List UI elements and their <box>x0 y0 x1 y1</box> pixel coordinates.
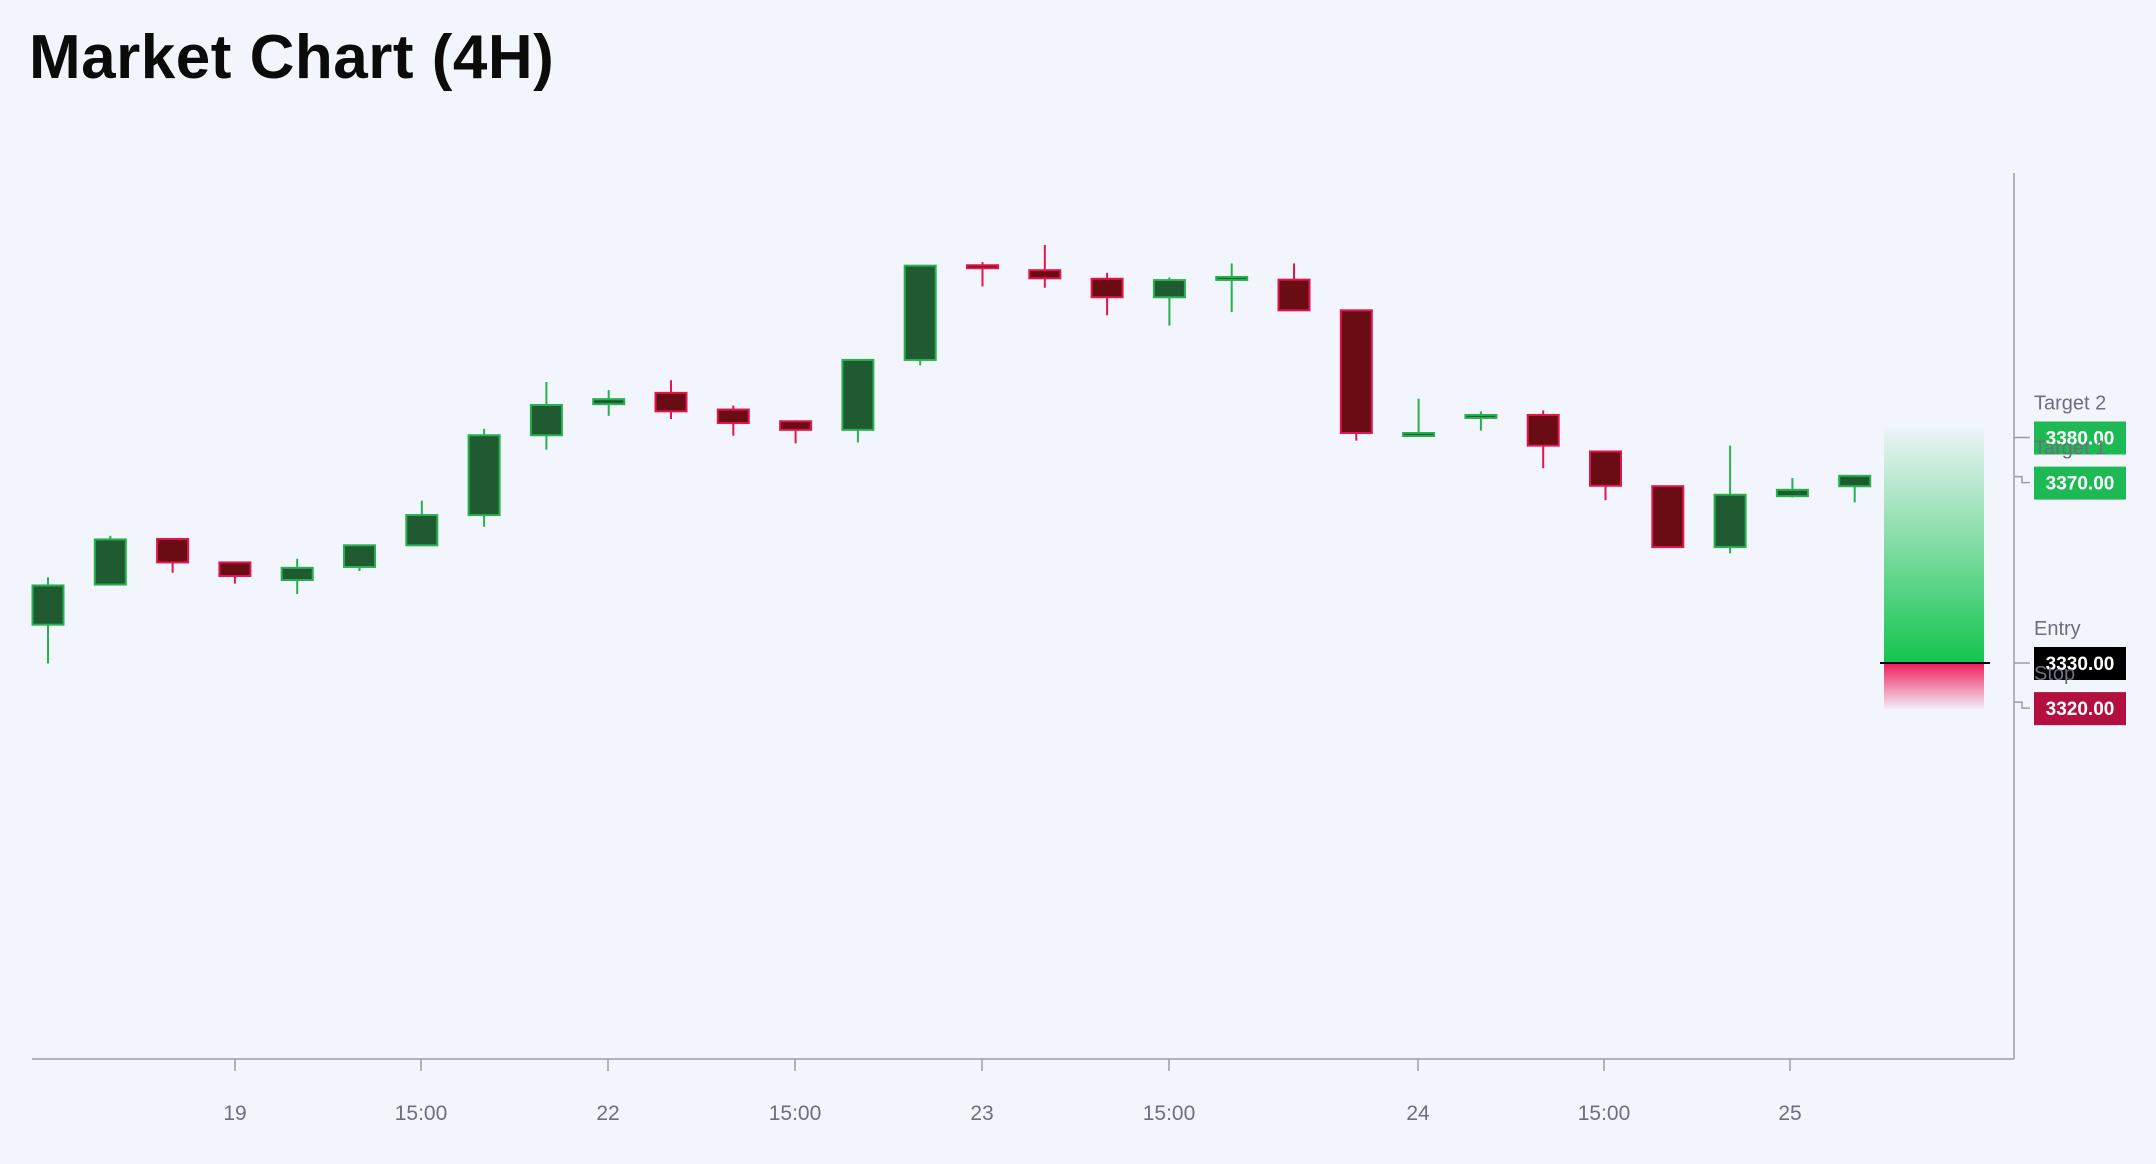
position-box <box>1880 427 1990 710</box>
reward-zone <box>1884 427 1984 663</box>
candle-up <box>1713 493 1747 549</box>
candle-down <box>654 391 688 413</box>
level-value: 3370.00 <box>2046 474 2115 495</box>
x-tick-label: 15:00 <box>395 1102 448 1125</box>
level-badge <box>2034 466 2126 500</box>
candle-up <box>1402 431 1436 437</box>
level-value: 3330.00 <box>2046 654 2115 675</box>
candle-down <box>218 561 252 577</box>
candle-up <box>841 358 875 431</box>
candle-up <box>31 584 65 626</box>
x-tick-label: 25 <box>1778 1102 1801 1125</box>
candle-up <box>903 264 937 361</box>
candle-down <box>716 408 750 425</box>
candle-up <box>343 544 376 568</box>
x-tick-label: 19 <box>223 1102 246 1125</box>
level-tick <box>2014 475 2030 484</box>
candle-down <box>779 420 813 431</box>
level-name: Entry <box>2034 618 2081 640</box>
level-badge <box>2034 692 2126 726</box>
candle-down <box>1526 413 1560 447</box>
candle-down <box>966 264 999 270</box>
candle-up <box>1464 413 1498 419</box>
x-tick-label: 15:00 <box>769 1102 822 1125</box>
candle-down <box>1651 485 1685 549</box>
candle-up <box>529 404 563 437</box>
candle-up <box>280 566 314 582</box>
x-tick-label: 24 <box>1406 1102 1430 1125</box>
candle-down <box>1277 278 1311 312</box>
axes: 19 15:00 22 15:00 23 15:00 24 15:00 25 <box>32 173 2015 1125</box>
x-tick-label: 15:00 <box>1143 1102 1196 1125</box>
candle-up <box>1775 488 1809 498</box>
candle-down <box>1090 277 1124 299</box>
x-tick-label: 22 <box>596 1102 619 1125</box>
level-tick <box>2014 701 2030 709</box>
candle-up <box>1838 474 1872 488</box>
candle-up <box>1152 279 1186 299</box>
candles <box>31 244 1872 664</box>
level-badge <box>2034 647 2126 680</box>
candle-up <box>467 434 501 517</box>
level-name: Target 1 <box>2034 438 2106 460</box>
candle-down <box>156 537 190 564</box>
x-tick-label: 23 <box>970 1102 993 1125</box>
candle-up <box>592 398 626 406</box>
level-name: Target 2 <box>2034 393 2106 415</box>
x-tick-label: 15:00 <box>1578 1102 1631 1125</box>
candle-up <box>1215 275 1249 281</box>
candle-up <box>405 514 439 547</box>
risk-zone <box>1884 663 1984 710</box>
candle-up <box>93 538 127 586</box>
level-value: 3320.00 <box>2046 699 2115 720</box>
candle-down <box>1339 309 1373 434</box>
level-value: 3380.00 <box>2046 429 2115 450</box>
candle-down <box>1028 269 1062 280</box>
level-name: Stop <box>2034 663 2075 685</box>
candle-down <box>1589 450 1622 487</box>
chart-title: Market Chart (4H) <box>29 23 555 92</box>
level-badge <box>2034 421 2126 455</box>
